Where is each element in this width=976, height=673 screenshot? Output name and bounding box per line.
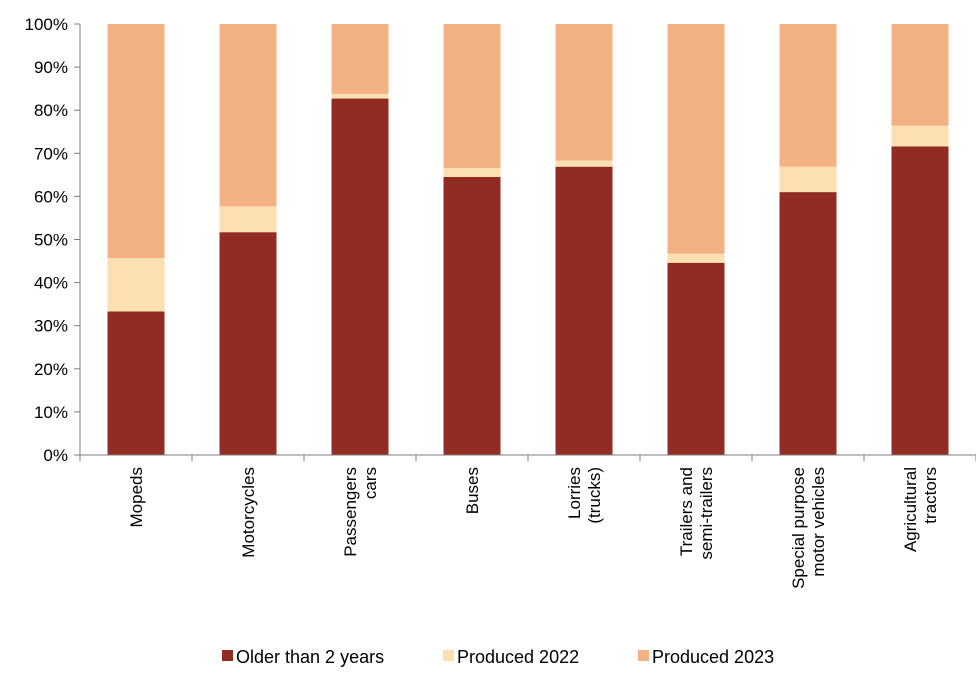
x-tick-label-line: Mopeds bbox=[127, 467, 146, 527]
y-tick-label: 30% bbox=[34, 317, 68, 336]
bars bbox=[107, 24, 949, 456]
x-tick-label-line: Special purpose bbox=[789, 467, 808, 589]
bar-segment-1 bbox=[891, 146, 949, 456]
y-tick-label: 80% bbox=[34, 101, 68, 120]
x-tick-label-line: tractors bbox=[921, 467, 940, 524]
y-tick-label: 20% bbox=[34, 360, 68, 379]
y-axis: 0% 10% 20% 30% 40% 50% 60% 70% 80% 90% 100% bbox=[25, 15, 81, 465]
x-tick-label-line: cars bbox=[361, 467, 380, 499]
bar-segment-3 bbox=[219, 24, 277, 207]
y-tick-label: 50% bbox=[34, 231, 68, 250]
bar-segment-2 bbox=[667, 253, 725, 263]
x-tick-label: Mopeds bbox=[127, 467, 146, 527]
legend-label: Produced 2023 bbox=[652, 647, 774, 667]
x-tick-label: Lorries(trucks) bbox=[565, 467, 604, 524]
x-tick-label: Buses bbox=[463, 467, 482, 514]
x-tick-label: Trailers andsemi-trailers bbox=[677, 467, 716, 560]
x-tick-label-line: Agricultural bbox=[901, 467, 920, 552]
bar-segment-3 bbox=[779, 24, 837, 167]
y-tick-label: 100% bbox=[25, 15, 68, 34]
bar-segment-3 bbox=[331, 24, 389, 94]
bar-segment-1 bbox=[219, 232, 277, 455]
bar-segment-2 bbox=[107, 258, 165, 312]
bar-segment-1 bbox=[331, 98, 389, 456]
bar-segment-1 bbox=[779, 192, 837, 455]
bar-segment-2 bbox=[443, 167, 501, 178]
bar-segment-3 bbox=[107, 24, 165, 259]
x-tick-label-line: Trailers and bbox=[677, 467, 696, 556]
legend-label: Produced 2022 bbox=[457, 647, 579, 667]
bar-segment-2 bbox=[555, 160, 613, 167]
bar-segment-3 bbox=[667, 24, 725, 254]
bar-segment-2 bbox=[219, 206, 277, 233]
bar-segment-1 bbox=[555, 166, 613, 455]
bar-segment-1 bbox=[107, 311, 165, 455]
x-tick-label: Agriculturaltractors bbox=[901, 467, 940, 552]
bar-segment-3 bbox=[891, 24, 949, 126]
bar-segment-2 bbox=[779, 166, 837, 193]
x-tick-label-line: motor vehicles bbox=[809, 467, 828, 577]
x-tick-label: Special purposemotor vehicles bbox=[789, 467, 828, 589]
x-tick-label-line: Motorcycles bbox=[239, 467, 258, 558]
x-tick-label: Passengerscars bbox=[341, 467, 380, 557]
legend-label: Older than 2 years bbox=[236, 647, 384, 667]
bar-segment-1 bbox=[667, 262, 725, 455]
x-tick-label-line: (trucks) bbox=[585, 467, 604, 524]
legend-swatch bbox=[222, 650, 233, 661]
y-tick-label: 60% bbox=[34, 187, 68, 206]
legend: Older than 2 years Produced 2022 Produced … bbox=[222, 647, 774, 667]
x-tick-label: Motorcycles bbox=[239, 467, 258, 558]
y-tick-label: 90% bbox=[34, 58, 68, 77]
x-tick-label-line: Buses bbox=[463, 467, 482, 514]
x-axis: Mopeds Motorcycles Passengerscars Buses Lorr… bbox=[79, 454, 976, 589]
bar-segment-1 bbox=[443, 177, 501, 455]
x-tick-label-line: Passengers bbox=[341, 467, 360, 557]
legend-swatch bbox=[638, 650, 649, 661]
x-tick-label-line: Lorries bbox=[565, 467, 584, 519]
y-tick-label: 0% bbox=[43, 446, 68, 465]
y-tick-label: 70% bbox=[34, 144, 68, 163]
y-tick-label: 40% bbox=[34, 274, 68, 293]
y-tick-label: 10% bbox=[34, 403, 68, 422]
bar-segment-3 bbox=[555, 24, 613, 161]
bar-segment-2 bbox=[331, 93, 389, 99]
bar-segment-2 bbox=[891, 125, 949, 147]
legend-swatch bbox=[443, 650, 454, 661]
bar-segment-3 bbox=[443, 24, 501, 168]
x-tick-label-line: semi-trailers bbox=[697, 467, 716, 560]
